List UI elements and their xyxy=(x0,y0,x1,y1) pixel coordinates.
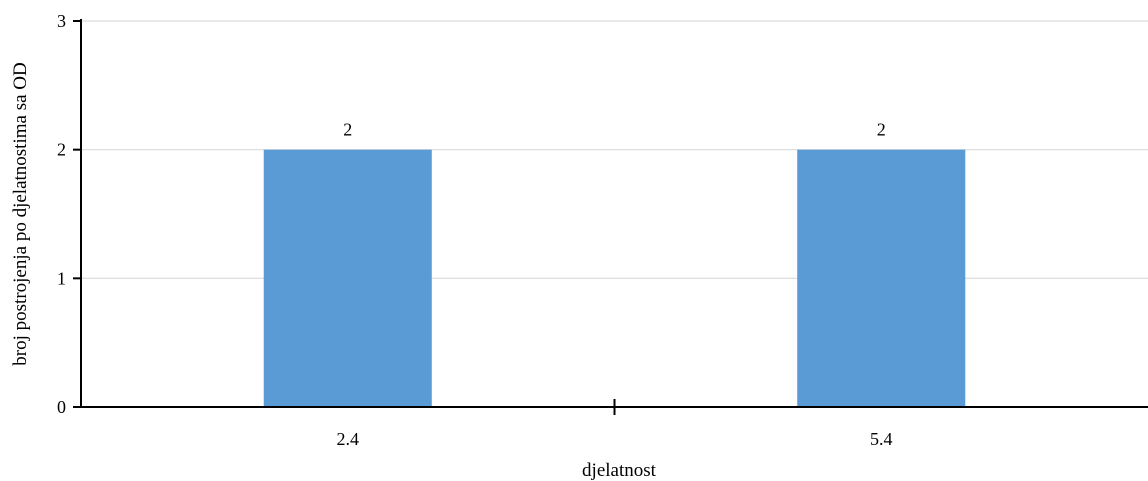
x-tick-label-5.4: 5.4 xyxy=(870,429,893,449)
y-axis-title: broj postrojenja po djelatnostima sa OD xyxy=(10,62,31,365)
gridlines xyxy=(81,20,1148,279)
x-axis-title: djelatnost xyxy=(582,460,657,481)
y-tick-label-1: 1 xyxy=(57,268,66,288)
y-tick-label-3: 3 xyxy=(57,11,66,31)
data-label-2.4: 2 xyxy=(343,120,352,140)
bars xyxy=(263,149,966,407)
labels: 2 2 0 1 2 3 2.4 5.4 xyxy=(57,11,893,449)
y-tick-label-2: 2 xyxy=(57,140,66,160)
x-tick-label-2.4: 2.4 xyxy=(337,429,360,449)
bar-2.4 xyxy=(263,149,432,407)
y-tick-label-0: 0 xyxy=(57,397,66,417)
bar-5.4 xyxy=(797,149,966,407)
axes xyxy=(73,19,1148,415)
data-label-5.4: 2 xyxy=(877,120,886,140)
